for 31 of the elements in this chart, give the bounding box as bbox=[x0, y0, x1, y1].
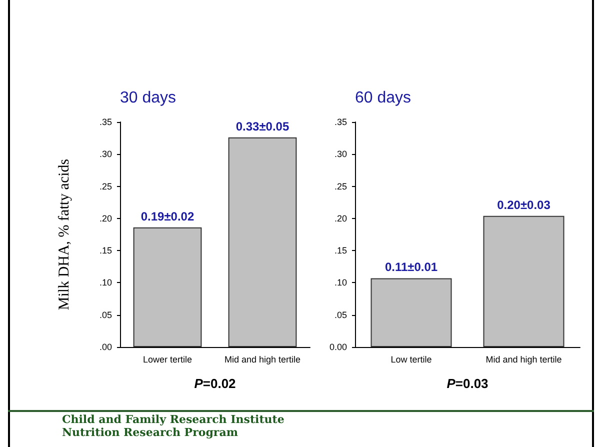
y-tick-label: .10 bbox=[334, 278, 347, 288]
y-tick-label: .15 bbox=[99, 246, 112, 256]
y-tick-label: .35 bbox=[334, 117, 347, 127]
x-tick-label: Low tertile bbox=[390, 354, 432, 364]
y-tick-label: .15 bbox=[334, 246, 347, 256]
chart-title: 30 days bbox=[120, 90, 176, 106]
y-tick-label: .35 bbox=[99, 117, 112, 127]
chart-title: 60 days bbox=[355, 90, 412, 106]
y-tick-label: .25 bbox=[99, 181, 112, 192]
y-tick-label: .05 bbox=[99, 310, 112, 320]
data-label: 0.20±0.03 bbox=[497, 198, 551, 212]
x-tick-label: Mid and high tertile bbox=[486, 354, 562, 364]
y-tick-label: .10 bbox=[99, 278, 112, 288]
data-label: 0.11±0.01 bbox=[384, 260, 438, 274]
y-axis-title: Milk DHA, % fatty acids bbox=[56, 158, 72, 310]
x-tick-label: Mid and high tertile bbox=[224, 354, 301, 364]
data-label: 0.19±0.02 bbox=[140, 209, 194, 224]
text: Child and Family Research Institute bbox=[62, 413, 284, 426]
y-tick-label: .20 bbox=[99, 213, 112, 224]
y-tick-label: .05 bbox=[334, 310, 347, 320]
x-axis-title: P=0.02 bbox=[194, 376, 236, 391]
y-tick-label: 0.00 bbox=[329, 342, 347, 352]
y-tick-label: .30 bbox=[334, 149, 347, 160]
data-label: 0.33±0.05 bbox=[236, 119, 290, 134]
y-tick-label: .00 bbox=[99, 342, 112, 352]
y-tick-label: .30 bbox=[99, 149, 112, 160]
text: Nutrition Research Program bbox=[62, 426, 239, 439]
x-tick-label: Lower tertile bbox=[142, 354, 192, 364]
y-tick-label: .20 bbox=[334, 213, 347, 224]
x-axis-title: P=0.03 bbox=[446, 376, 488, 391]
y-tick-label: .25 bbox=[334, 181, 347, 192]
